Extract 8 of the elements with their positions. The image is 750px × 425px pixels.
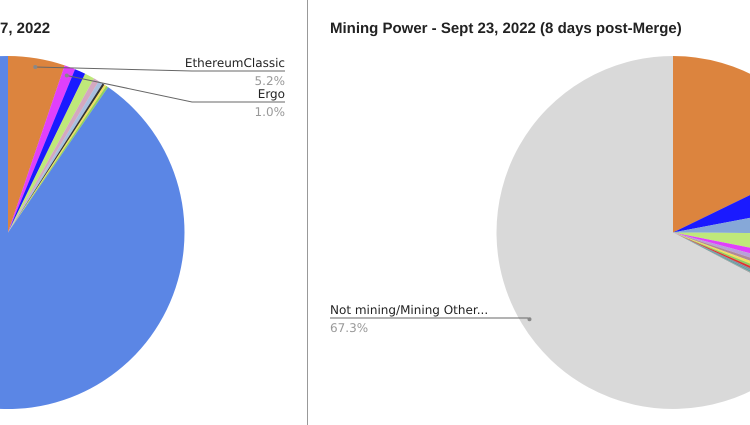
data-label: 5.2% <box>254 74 285 88</box>
data-label: 1.0% <box>254 105 285 119</box>
slice-label: Ergo <box>258 87 285 101</box>
chart-title: Mining Power - Sept 23, 2022 (8 days post-Merge) <box>330 20 682 37</box>
chart-title: 7, 2022 <box>0 20 50 37</box>
slice-label: EthereumClassic <box>184 56 285 70</box>
data-label: 67.3% <box>330 321 368 335</box>
slice-label: Not mining/Mining Other... <box>330 303 488 317</box>
